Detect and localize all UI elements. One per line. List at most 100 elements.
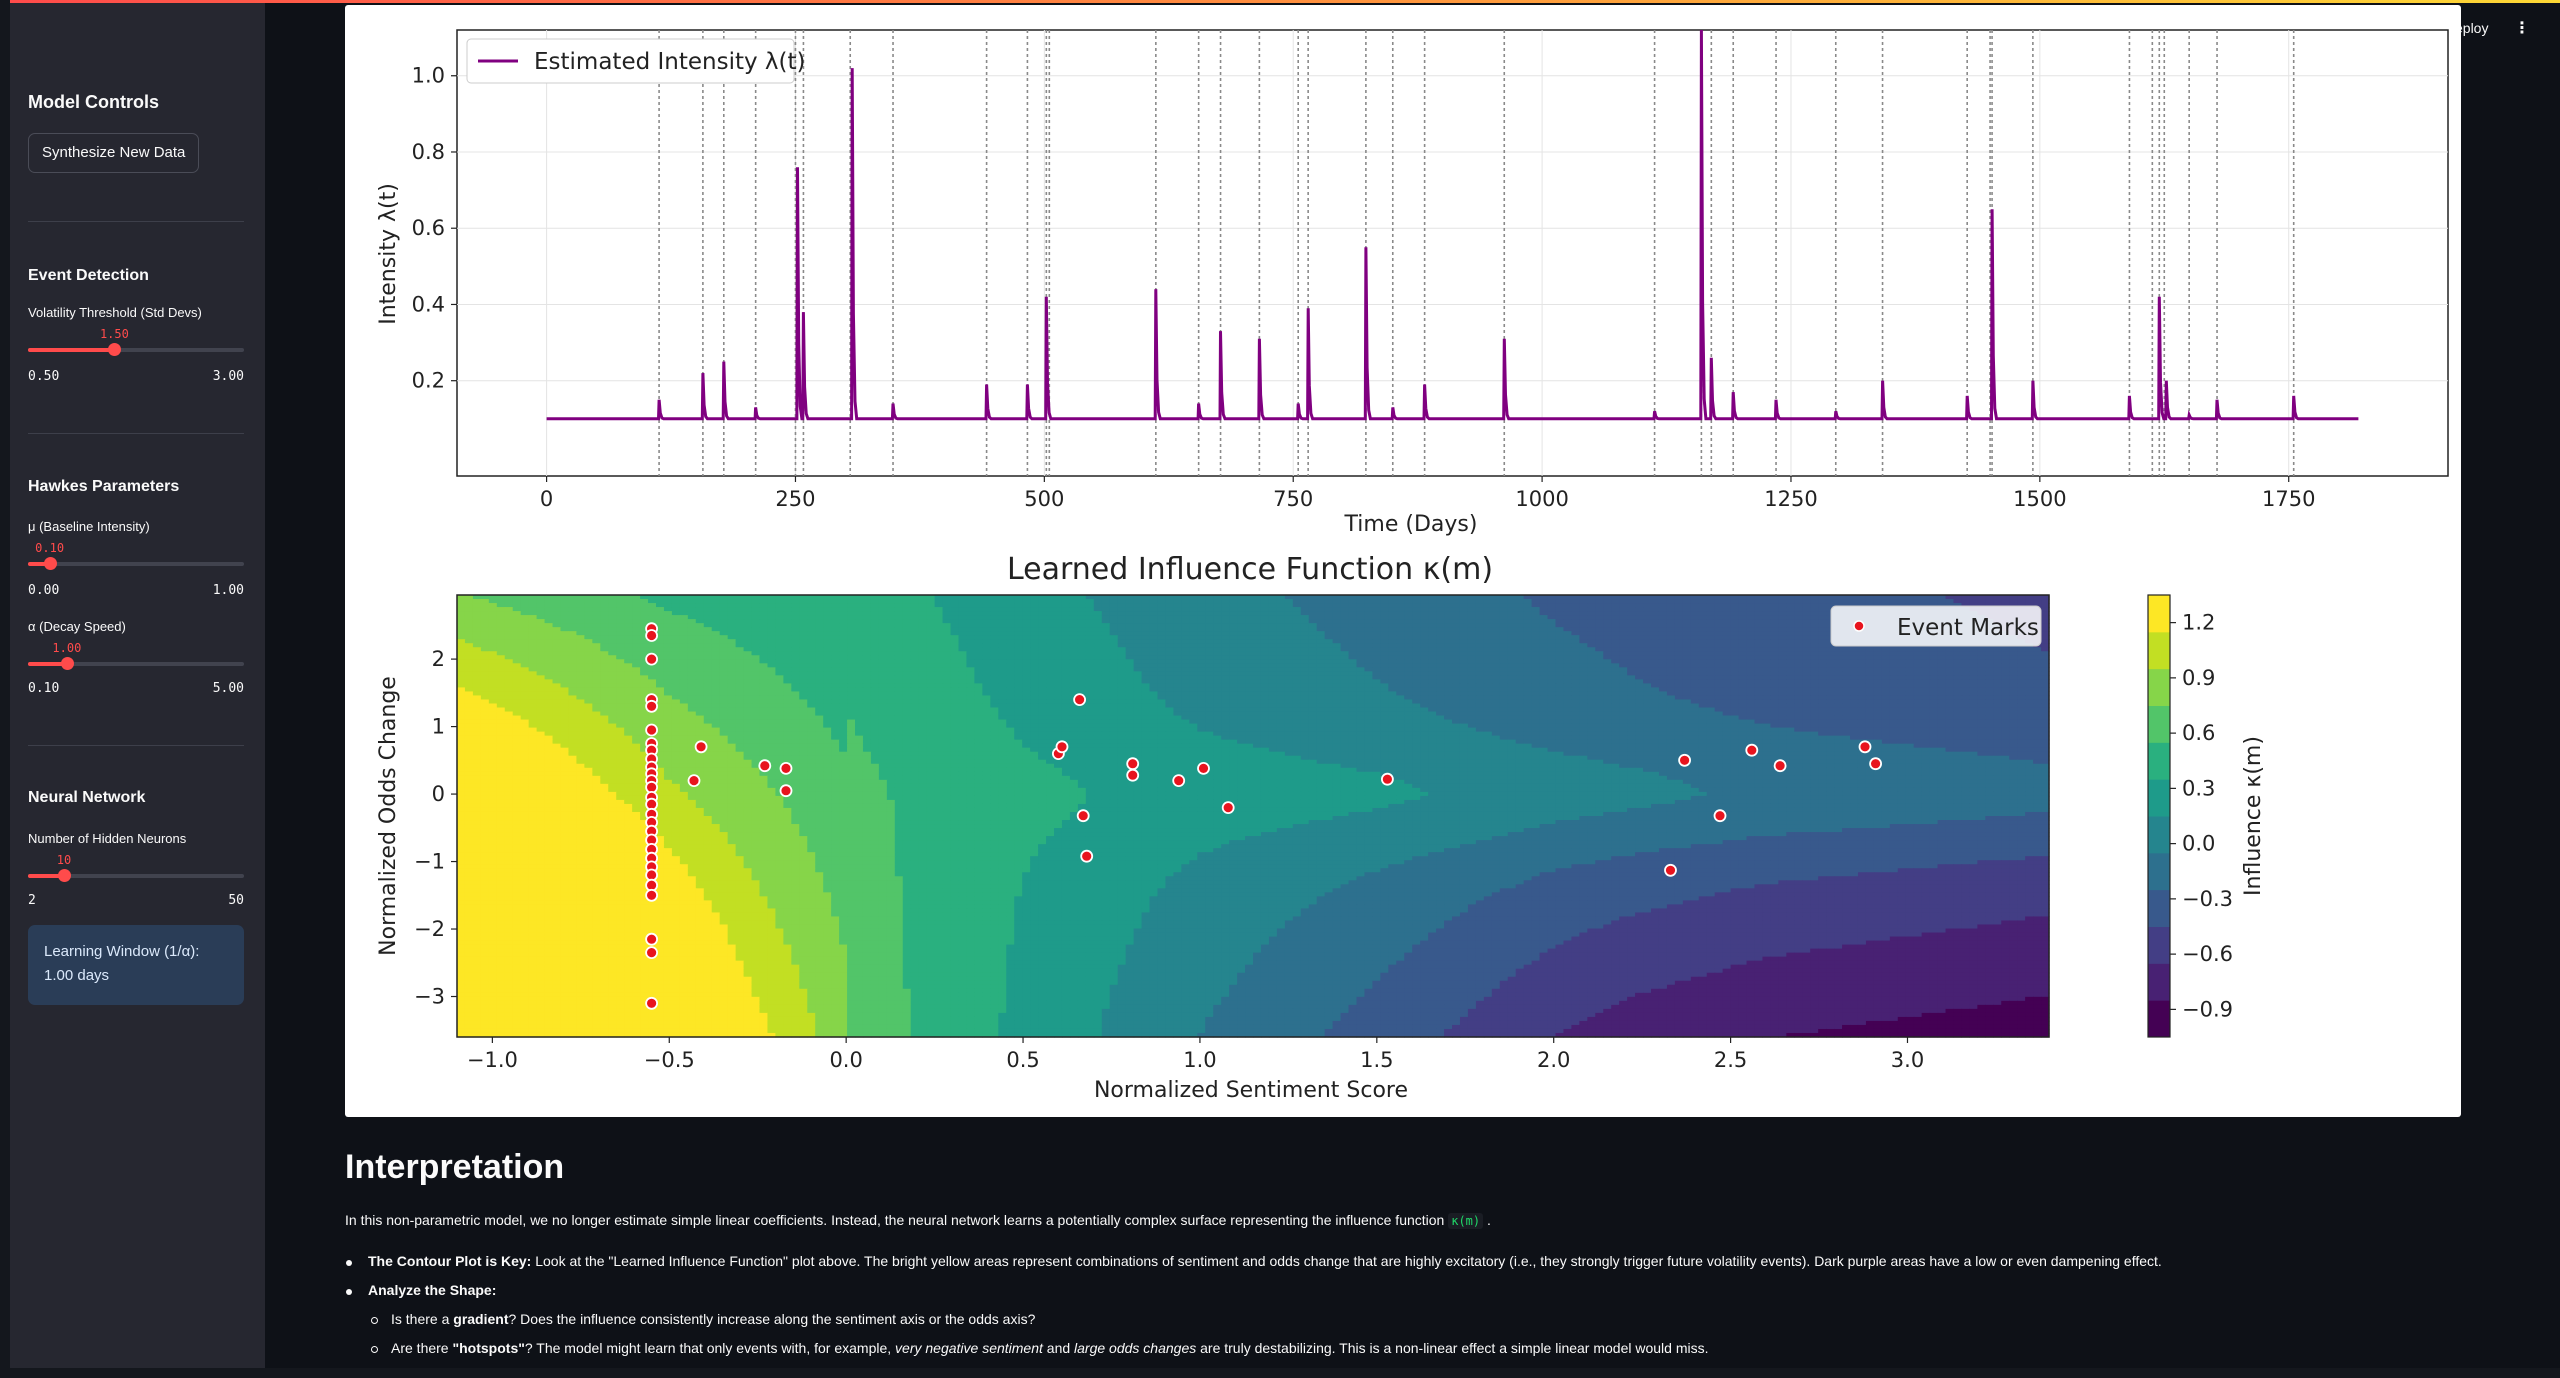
slider-thumb[interactable] bbox=[44, 557, 57, 570]
contour-cell bbox=[568, 619, 577, 624]
contour-cell bbox=[974, 679, 983, 684]
contour-cell bbox=[1731, 623, 1740, 628]
contour-cell bbox=[1707, 607, 1716, 612]
contour-cell bbox=[1747, 643, 1756, 648]
main-menu-icon[interactable]: ⋮ bbox=[2514, 18, 2530, 38]
contour-cell bbox=[457, 627, 466, 632]
contour-cell bbox=[1349, 671, 1358, 676]
threshold-slider[interactable]: 1.50 bbox=[28, 327, 244, 361]
contour-cell bbox=[1325, 651, 1334, 656]
contour-cell bbox=[1205, 603, 1214, 608]
contour-cell bbox=[616, 647, 625, 652]
contour-cell bbox=[1619, 631, 1628, 636]
contour-cell bbox=[1452, 615, 1461, 620]
contour-cell bbox=[1420, 687, 1429, 692]
contour-cell bbox=[1086, 651, 1095, 656]
contour-cell bbox=[1333, 647, 1342, 652]
contour-cell bbox=[1635, 679, 1644, 684]
contour-cell bbox=[1213, 679, 1222, 684]
contour-cell bbox=[752, 607, 761, 612]
contour-cell bbox=[935, 655, 944, 660]
contour-cell bbox=[656, 691, 665, 696]
contour-cell bbox=[728, 671, 737, 676]
mu-range: 0.00 1.00 bbox=[28, 583, 244, 598]
contour-cell bbox=[712, 611, 721, 616]
contour-cell bbox=[1508, 667, 1517, 672]
contour-cell bbox=[1261, 631, 1270, 636]
contour-cell bbox=[1333, 599, 1342, 604]
contour-cell bbox=[1452, 663, 1461, 668]
contour-cell bbox=[847, 627, 856, 632]
contour-cell bbox=[1667, 635, 1676, 640]
neurons-slider[interactable]: 10 bbox=[28, 853, 244, 887]
contour-cell bbox=[1675, 603, 1684, 608]
contour-cell bbox=[807, 655, 816, 660]
contour-cell bbox=[1213, 655, 1222, 660]
contour-cell bbox=[879, 655, 888, 660]
contour-cell bbox=[847, 611, 856, 616]
contour-cell bbox=[1794, 683, 1803, 688]
contour-cell bbox=[1237, 651, 1246, 656]
slider-thumb[interactable] bbox=[58, 869, 71, 882]
contour-cell bbox=[1157, 639, 1166, 644]
contour-cell bbox=[799, 675, 808, 680]
contour-cell bbox=[1452, 643, 1461, 648]
contour-cell bbox=[799, 611, 808, 616]
contour-cell bbox=[1460, 631, 1469, 636]
contour-cell bbox=[513, 639, 522, 644]
mu-slider[interactable]: 0.10 bbox=[28, 541, 244, 575]
contour-cell bbox=[903, 679, 912, 684]
contour-cell bbox=[1078, 683, 1087, 688]
contour-cell bbox=[1977, 675, 1986, 680]
contour-cell bbox=[919, 647, 928, 652]
contour-cell bbox=[608, 639, 617, 644]
alpha-slider[interactable]: 1.00 bbox=[28, 641, 244, 675]
contour-cell bbox=[1675, 671, 1684, 676]
slider-thumb[interactable] bbox=[108, 343, 121, 356]
contour-cell bbox=[505, 639, 514, 644]
contour-cell bbox=[728, 687, 737, 692]
contour-cell bbox=[736, 675, 745, 680]
contour-cell bbox=[831, 607, 840, 612]
contour-cell bbox=[545, 659, 554, 664]
contour-cell bbox=[1866, 667, 1875, 672]
contour-cell bbox=[1436, 659, 1445, 664]
contour-cell bbox=[847, 623, 856, 628]
contour-cell bbox=[966, 627, 975, 632]
contour-cell bbox=[1579, 663, 1588, 668]
contour-cell bbox=[473, 619, 482, 624]
synthesize-data-button[interactable]: Synthesize New Data bbox=[28, 133, 199, 173]
contour-cell bbox=[1707, 643, 1716, 648]
contour-cell bbox=[1786, 603, 1795, 608]
contour-cell bbox=[1364, 615, 1373, 620]
contour-cell bbox=[966, 631, 975, 636]
contour-cell bbox=[783, 615, 792, 620]
contour-cell bbox=[990, 611, 999, 616]
contour-cell bbox=[1197, 643, 1206, 648]
contour-cell bbox=[664, 659, 673, 664]
contour-cell bbox=[1778, 667, 1787, 672]
contour-cell bbox=[1325, 659, 1334, 664]
contour-cell bbox=[895, 611, 904, 616]
contour-cell bbox=[1953, 675, 1962, 680]
contour-cell bbox=[1062, 655, 1071, 660]
contour-cell bbox=[2025, 659, 2034, 664]
contour-cell bbox=[966, 647, 975, 652]
contour-cell bbox=[624, 691, 633, 696]
contour-cell bbox=[1484, 663, 1493, 668]
contour-cell bbox=[1619, 659, 1628, 664]
contour-cell bbox=[1802, 607, 1811, 612]
contour-cell bbox=[1253, 675, 1262, 680]
contour-cell bbox=[1898, 659, 1907, 664]
contour-cell bbox=[1341, 631, 1350, 636]
contour-cell bbox=[919, 599, 928, 604]
contour-cell bbox=[1906, 663, 1915, 668]
contour-cell bbox=[807, 639, 816, 644]
contour-cell bbox=[1508, 623, 1517, 628]
contour-cell bbox=[1380, 627, 1389, 632]
contour-cell bbox=[1444, 683, 1453, 688]
contour-cell bbox=[1548, 611, 1557, 616]
contour-cell bbox=[1540, 655, 1549, 660]
contour-cell bbox=[767, 623, 776, 628]
slider-thumb[interactable] bbox=[61, 657, 74, 670]
